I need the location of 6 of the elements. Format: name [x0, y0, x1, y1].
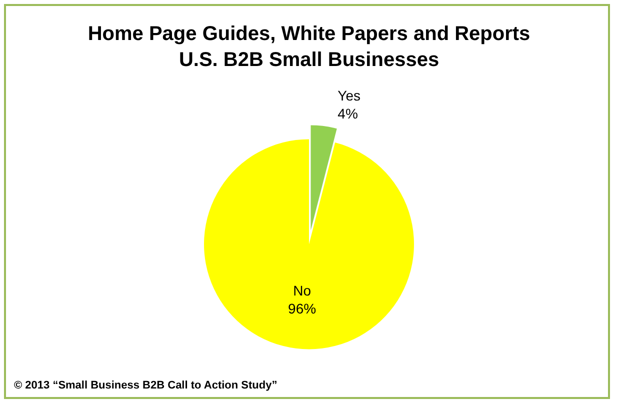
- slice-label: Yes: [338, 87, 361, 104]
- slice-label: No: [293, 282, 312, 298]
- chart-title: Home Page Guides, White Papers and Reports U.S. B2B Small Businesses: [88, 23, 530, 71]
- data-label: 96%: [288, 300, 316, 316]
- data-label: 4%: [338, 105, 358, 122]
- text: © 2013 “Small Business B2B Call to Action Study”: [14, 380, 278, 392]
